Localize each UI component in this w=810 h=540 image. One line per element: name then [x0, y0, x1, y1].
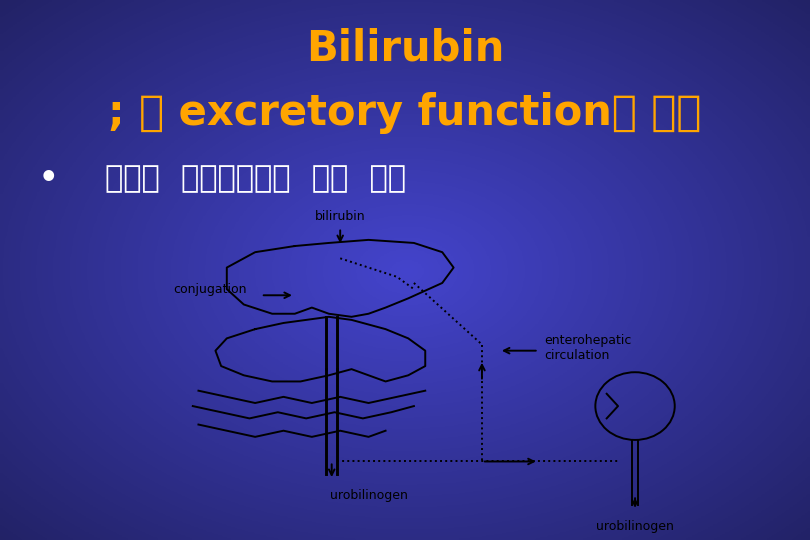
Text: •: • — [39, 164, 58, 193]
Text: conjugation: conjugation — [173, 282, 246, 295]
Text: ; 간 excretory function을 반영: ; 간 excretory function을 반영 — [109, 92, 701, 134]
Text: urobilinogen: urobilinogen — [330, 489, 407, 502]
Text: urobilinogen: urobilinogen — [596, 520, 674, 533]
Text: 적혈구  헤모글로빈의  분해  산물: 적혈구 헤모글로빈의 분해 산물 — [105, 164, 407, 193]
Text: Bilirubin: Bilirubin — [306, 28, 504, 70]
Text: enterohepatic
circulation: enterohepatic circulation — [544, 334, 632, 362]
Text: bilirubin: bilirubin — [315, 210, 365, 223]
